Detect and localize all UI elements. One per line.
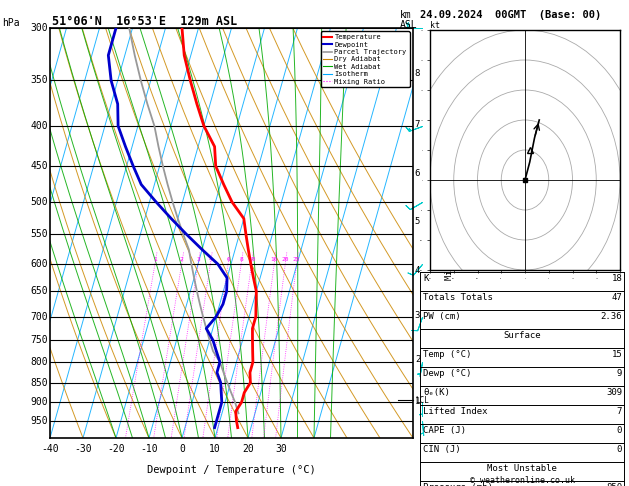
Text: 309: 309 (606, 388, 622, 397)
Text: © weatheronline.co.uk: © weatheronline.co.uk (469, 476, 574, 485)
Text: 7: 7 (617, 407, 622, 416)
Text: 47: 47 (611, 293, 622, 302)
Text: Dewpoint / Temperature (°C): Dewpoint / Temperature (°C) (147, 465, 316, 475)
Text: 2.36: 2.36 (601, 312, 622, 321)
Text: 3: 3 (196, 257, 200, 262)
Text: ASL: ASL (400, 20, 418, 30)
Text: 2: 2 (415, 355, 420, 364)
Text: 350: 350 (31, 75, 48, 86)
Text: 650: 650 (31, 286, 48, 296)
Text: K: K (423, 274, 428, 283)
Text: Totals Totals: Totals Totals (423, 293, 493, 302)
Text: 7: 7 (415, 120, 420, 129)
Text: CAPE (J): CAPE (J) (423, 426, 466, 435)
Text: 9: 9 (617, 369, 622, 378)
Text: θₑ(K): θₑ(K) (423, 388, 450, 397)
Text: 500: 500 (31, 197, 48, 207)
Text: kt: kt (430, 21, 440, 30)
Text: 5: 5 (415, 217, 420, 226)
Text: 15: 15 (611, 350, 622, 359)
Text: 0: 0 (617, 426, 622, 435)
Text: 18: 18 (611, 274, 622, 283)
Text: LCL: LCL (415, 396, 429, 405)
Text: 1: 1 (153, 257, 157, 262)
Text: 750: 750 (31, 335, 48, 345)
Text: 51°06'N  16°53'E  129m ASL: 51°06'N 16°53'E 129m ASL (52, 15, 237, 28)
Text: CIN (J): CIN (J) (423, 445, 461, 454)
Text: km: km (400, 10, 412, 20)
Text: Pressure (mb): Pressure (mb) (423, 483, 493, 486)
Text: 0: 0 (617, 445, 622, 454)
Text: -30: -30 (74, 444, 92, 454)
Text: 10: 10 (248, 257, 255, 262)
Text: 25: 25 (293, 257, 300, 262)
Text: Mixing Ratio (g/kg): Mixing Ratio (g/kg) (445, 186, 454, 280)
Text: hPa: hPa (2, 18, 19, 28)
Text: 20: 20 (282, 257, 289, 262)
Text: Temp (°C): Temp (°C) (423, 350, 472, 359)
Text: 30: 30 (275, 444, 287, 454)
Text: 6: 6 (226, 257, 230, 262)
Text: 600: 600 (31, 259, 48, 269)
Text: Most Unstable: Most Unstable (487, 464, 557, 473)
Text: 800: 800 (31, 357, 48, 367)
Text: 950: 950 (31, 416, 48, 426)
Text: 300: 300 (31, 23, 48, 33)
Text: 16: 16 (270, 257, 278, 262)
Text: 24.09.2024  00GMT  (Base: 00): 24.09.2024 00GMT (Base: 00) (420, 10, 601, 20)
Text: Dewp (°C): Dewp (°C) (423, 369, 472, 378)
Text: 8: 8 (239, 257, 243, 262)
Text: 850: 850 (31, 378, 48, 388)
Text: 20: 20 (242, 444, 254, 454)
Text: 6: 6 (415, 169, 420, 178)
Text: 900: 900 (31, 397, 48, 407)
Text: 2: 2 (180, 257, 184, 262)
Text: 3: 3 (415, 311, 420, 320)
Text: 4: 4 (415, 266, 420, 275)
Text: PW (cm): PW (cm) (423, 312, 461, 321)
Text: 8: 8 (415, 69, 420, 78)
Text: 4: 4 (208, 257, 212, 262)
Text: 0: 0 (179, 444, 185, 454)
Text: -40: -40 (41, 444, 59, 454)
Text: -20: -20 (107, 444, 125, 454)
Text: 450: 450 (31, 161, 48, 171)
Text: 400: 400 (31, 121, 48, 131)
Text: -10: -10 (140, 444, 158, 454)
Text: Lifted Index: Lifted Index (423, 407, 487, 416)
Text: 10: 10 (209, 444, 221, 454)
Text: Surface: Surface (503, 331, 541, 340)
Text: 700: 700 (31, 312, 48, 322)
Legend: Temperature, Dewpoint, Parcel Trajectory, Dry Adiabat, Wet Adiabat, Isotherm, Mi: Temperature, Dewpoint, Parcel Trajectory… (321, 32, 409, 87)
Text: 850: 850 (606, 483, 622, 486)
Text: 550: 550 (31, 229, 48, 240)
Text: 1: 1 (415, 397, 420, 406)
